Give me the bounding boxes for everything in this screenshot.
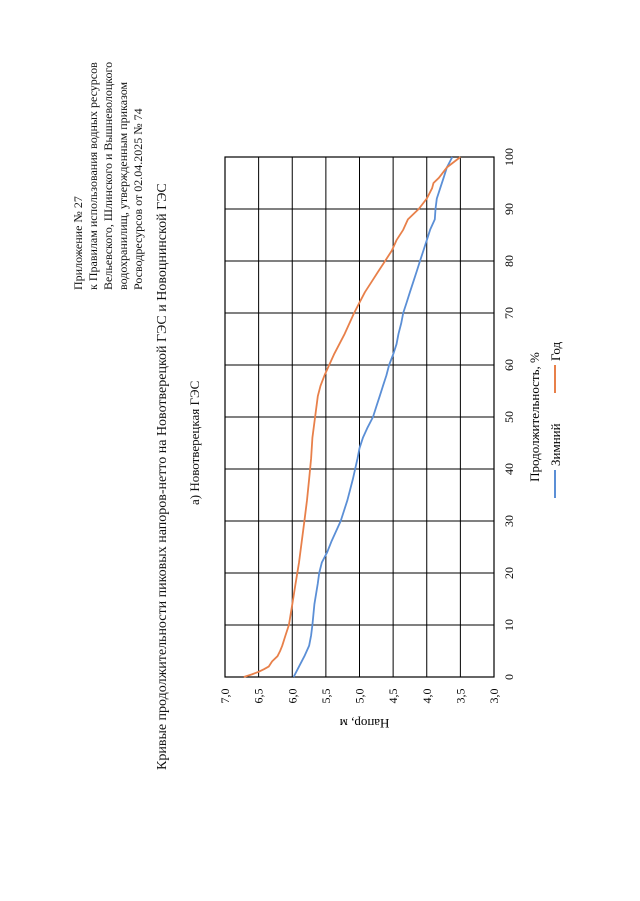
- y-tick-label: 3,5: [453, 689, 467, 704]
- x-tick-label: 100: [502, 148, 516, 166]
- x-tick-label: 20: [502, 567, 516, 579]
- x-tick-label: 60: [502, 359, 516, 371]
- x-tick-label: 40: [502, 463, 516, 475]
- y-tick-label: 6,5: [252, 689, 266, 704]
- y-tick-label: 5,5: [319, 689, 333, 704]
- x-tick-label: 90: [502, 203, 516, 215]
- grid-lines: [224, 156, 495, 678]
- x-tick-label: 70: [502, 307, 516, 319]
- legend-label-1: Зимний: [548, 423, 563, 466]
- x-axis-label: Продолжительность, %: [527, 352, 542, 482]
- x-tick-label: 50: [502, 411, 516, 423]
- series-line-1: [292, 156, 454, 678]
- y-tick-label: 5,0: [353, 689, 367, 704]
- y-tick-label: 4,0: [420, 689, 434, 704]
- y-tick-label: 7,0: [218, 689, 232, 704]
- tick-labels: 3,0 3,5 4,0 4,5 5,0 5,5 6,0 6,5 7,0 0 10 20 30 40 50 60…: [218, 148, 516, 704]
- x-tick-label: 30: [502, 515, 516, 527]
- x-tick-label: 0: [502, 674, 516, 680]
- legend: Зимний Год: [548, 342, 563, 498]
- y-tick-label: 6,0: [285, 689, 299, 704]
- x-tick-label: 10: [502, 619, 516, 631]
- y-axis-label: Напор, м: [340, 716, 390, 731]
- axis-labels: Напор, м Продолжительность, %: [340, 352, 542, 731]
- y-tick-label: 4,5: [386, 689, 400, 704]
- series-lines: [243, 156, 461, 678]
- plot-frame: [224, 156, 495, 678]
- legend-label-2: Год: [548, 342, 563, 361]
- y-tick-label: 3,0: [487, 689, 501, 704]
- series-line-2: [243, 156, 461, 678]
- x-tick-label: 80: [502, 255, 516, 267]
